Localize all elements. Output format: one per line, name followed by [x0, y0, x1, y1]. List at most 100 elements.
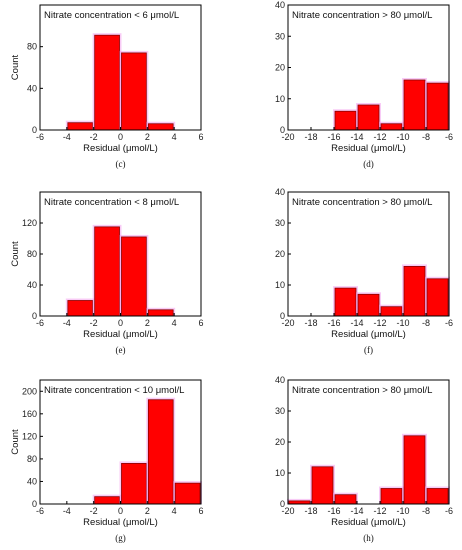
y-tick-label: 10 — [275, 280, 285, 290]
bar — [67, 300, 94, 317]
panel-label: (c) — [116, 159, 126, 169]
y-tick-label: 30 — [275, 31, 285, 41]
x-axis-label: Residual (μmol/L) — [331, 143, 406, 154]
bar — [334, 110, 357, 131]
bar — [174, 482, 201, 505]
x-tick-label: -2 — [90, 318, 98, 328]
y-axis-label: Count — [10, 241, 21, 267]
x-tick-label: -4 — [63, 318, 71, 328]
x-tick-label: -8 — [422, 506, 430, 516]
y-tick-label: 40 — [27, 83, 37, 93]
x-tick-label: -2 — [90, 506, 98, 516]
bar — [403, 79, 426, 131]
x-tick-label: -18 — [304, 318, 317, 328]
y-tick-label: 40 — [275, 0, 285, 10]
bar — [357, 293, 380, 317]
y-tick-label: 80 — [27, 454, 37, 464]
x-tick-label: 2 — [145, 318, 150, 328]
bar — [311, 466, 334, 505]
x-tick-label: -2 — [90, 132, 98, 142]
panel-title: Nitrate concentration > 80 μmol/L — [292, 197, 432, 208]
y-tick-label: 20 — [275, 437, 285, 447]
y-tick-label: 0 — [280, 125, 285, 135]
bar — [94, 34, 120, 131]
x-tick-label: 6 — [198, 506, 203, 516]
bar — [357, 104, 380, 131]
bar — [426, 488, 449, 505]
x-axis-label: Residual (μmol/L) — [83, 329, 158, 340]
x-tick-label: 4 — [172, 132, 177, 142]
panel-d: -20 -18 -16 -14 -12 -10 -8 -6 0 10 20 30 40 Nitrate c… — [275, 0, 453, 169]
y-tick-label: 30 — [275, 218, 285, 228]
x-tick-label: -10 — [396, 506, 409, 516]
x-tick-label: -16 — [327, 132, 340, 142]
y-tick-label: 0 — [280, 499, 285, 509]
bar — [403, 435, 426, 505]
x-tick-label: -10 — [396, 318, 409, 328]
x-tick-label: -14 — [350, 318, 363, 328]
x-tick-label: 0 — [118, 318, 123, 328]
bar — [67, 122, 94, 131]
x-tick-label: -8 — [422, 318, 430, 328]
x-tick-label: 6 — [198, 132, 203, 142]
x-tick-label: 4 — [172, 506, 177, 516]
bar — [380, 123, 403, 131]
x-axis-label: Residual (μmol/L) — [331, 517, 406, 528]
x-tick-label: -6 — [36, 318, 44, 328]
panel-title: Nitrate concentration > 80 μmol/L — [292, 385, 432, 396]
panel-title: Nitrate concentration < 8 μmol/L — [44, 197, 179, 208]
x-tick-label: -18 — [304, 132, 317, 142]
x-tick-label: -10 — [396, 132, 409, 142]
panel-title: Nitrate concentration < 10 μmol/L — [44, 385, 184, 396]
bar — [121, 52, 147, 131]
bar — [94, 226, 120, 317]
x-tick-label: -6 — [36, 506, 44, 516]
bar — [147, 123, 174, 131]
y-tick-label: 0 — [280, 311, 285, 321]
bar — [147, 399, 174, 505]
x-tick-label: 0 — [118, 132, 123, 142]
y-tick-label: 40 — [275, 187, 285, 197]
x-tick-label: -20 — [281, 132, 294, 142]
y-tick-label: 0 — [32, 125, 37, 135]
x-tick-label: 2 — [145, 506, 150, 516]
bar — [426, 278, 449, 317]
bar — [403, 265, 426, 317]
y-tick-label: 120 — [22, 431, 37, 441]
y-tick-label: 0 — [32, 499, 37, 509]
x-tick-label: -14 — [350, 132, 363, 142]
x-tick-label: 4 — [172, 318, 177, 328]
panel-h: -20 -18 -16 -14 -12 -10 -8 -6 0 10 20 30 40 Nitrate c… — [275, 375, 453, 543]
panel-label: (d) — [363, 159, 374, 169]
bar — [380, 306, 403, 317]
y-tick-label: 20 — [275, 249, 285, 259]
x-tick-label: -12 — [373, 132, 386, 142]
x-tick-label: -6 — [445, 506, 453, 516]
x-tick-label: -6 — [445, 318, 453, 328]
x-tick-label: -6 — [36, 132, 44, 142]
x-axis-label: Residual (μmol/L) — [331, 329, 406, 340]
y-tick-label: 80 — [27, 249, 37, 259]
bar — [426, 82, 449, 131]
y-tick-label: 80 — [27, 42, 37, 52]
y-axis-label: Count — [10, 429, 21, 455]
x-tick-label: -4 — [63, 132, 71, 142]
panel-label: (f) — [364, 345, 373, 355]
x-tick-label: -20 — [281, 506, 294, 516]
panel-e: -6 -4 -2 0 2 4 6 0 40 80 120 Nitrate concentration … — [10, 191, 204, 355]
x-tick-label: -12 — [373, 506, 386, 516]
x-axis-label: Residual (μmol/L) — [83, 517, 158, 528]
panel-label: (e) — [116, 345, 126, 355]
bar — [334, 494, 357, 505]
panel-f: -20 -18 -16 -14 -12 -10 -8 -6 0 10 20 30 40 Nitrate c… — [275, 187, 453, 355]
panel-c: -6 -4 -2 0 2 4 6 0 40 80 Nitrate concentration < 6… — [10, 4, 204, 169]
x-tick-label: 0 — [118, 506, 123, 516]
y-tick-label: 40 — [27, 280, 37, 290]
panel-g: -6 -4 -2 0 2 4 6 0 40 80 120 160 200 Nitrate concentr… — [10, 379, 204, 543]
y-tick-label: 30 — [275, 406, 285, 416]
x-tick-label: -14 — [350, 506, 363, 516]
x-tick-label: 6 — [198, 318, 203, 328]
x-tick-label: -12 — [373, 318, 386, 328]
y-tick-label: 200 — [22, 386, 37, 396]
x-axis-label: Residual (μmol/L) — [83, 143, 158, 154]
